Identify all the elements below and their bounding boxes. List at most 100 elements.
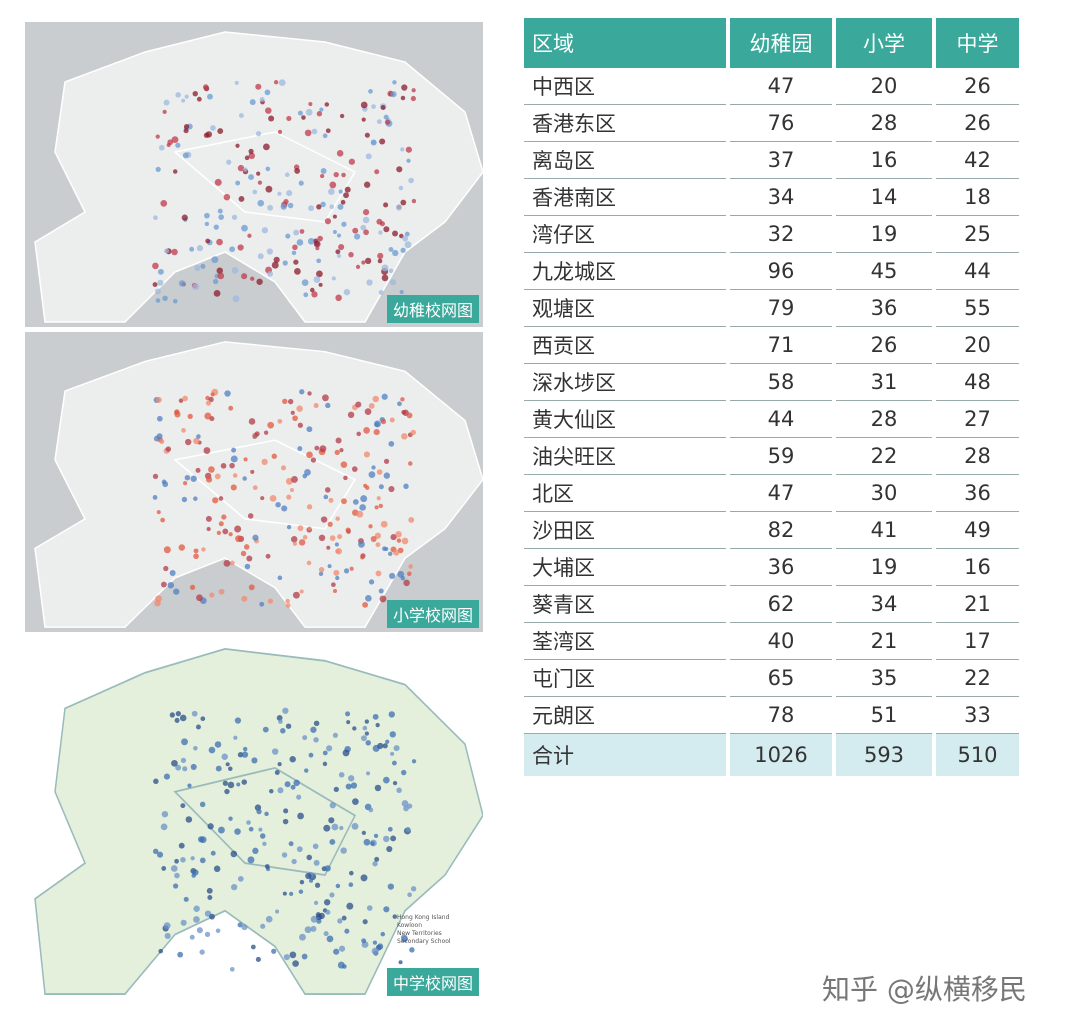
school-dot xyxy=(316,270,323,278)
table-cell: 593 xyxy=(836,734,932,776)
school-dot xyxy=(336,233,342,238)
school-dot xyxy=(180,919,187,926)
school-dot xyxy=(152,495,158,500)
watermark: 知乎 @纵横移民 xyxy=(822,973,1027,1006)
school-dot xyxy=(359,504,367,511)
school-dot xyxy=(372,395,379,403)
school-dot xyxy=(286,115,292,122)
school-dot xyxy=(404,241,412,249)
school-dot xyxy=(348,251,354,258)
table-cell: 21 xyxy=(936,586,1019,623)
table-cell: 51 xyxy=(836,697,932,734)
school-dot xyxy=(347,411,355,419)
table-row: 屯门区 65 35 22 xyxy=(524,660,1019,697)
school-dot xyxy=(207,823,214,830)
school-dot xyxy=(310,726,317,733)
school-dot xyxy=(177,951,184,958)
school-dot xyxy=(257,199,265,207)
map-label: 幼稚校网图 xyxy=(386,295,479,323)
school-dot xyxy=(246,555,253,562)
school-dot xyxy=(184,94,189,99)
school-dot xyxy=(361,260,366,265)
table-row: 葵青区 62 34 21 xyxy=(524,586,1019,623)
school-dot xyxy=(252,534,259,541)
school-dot xyxy=(248,584,255,591)
school-dot xyxy=(284,172,290,178)
school-dot xyxy=(252,847,259,854)
school-dot xyxy=(171,248,178,256)
school-dot xyxy=(216,238,223,246)
school-dot xyxy=(153,215,158,221)
table-row: 九龙城区 96 45 44 xyxy=(524,253,1019,290)
school-dot xyxy=(292,415,298,422)
school-dot xyxy=(267,421,275,429)
school-dot xyxy=(289,487,295,493)
school-dot xyxy=(349,870,354,876)
map: Hong Kong Island Kowloon New Territories Se… xyxy=(25,637,483,1000)
school-dot xyxy=(288,841,294,847)
school-dot xyxy=(348,158,355,165)
school-table: 区域 幼稚园 小学 中学 中西区 47 20 26 香港东区 76 28 26 离岛区 37 16 42 香港… xyxy=(520,18,1023,776)
table-cell: 41 xyxy=(836,512,932,549)
school-dot xyxy=(158,948,163,954)
school-dot xyxy=(342,964,347,969)
school-dot xyxy=(241,273,248,280)
school-dot xyxy=(381,393,388,400)
school-dot xyxy=(247,233,252,238)
school-dot xyxy=(352,227,359,234)
school-dot xyxy=(155,166,161,172)
school-dot xyxy=(383,776,390,784)
school-dot xyxy=(318,282,323,287)
school-dot xyxy=(315,246,320,251)
school-dot xyxy=(152,473,159,480)
school-dot xyxy=(388,268,394,274)
school-dot xyxy=(277,761,282,767)
school-dot xyxy=(392,914,398,919)
table-cell: 26 xyxy=(936,105,1019,142)
table-cell: 26 xyxy=(936,68,1019,105)
school-dot xyxy=(314,445,320,451)
school-dot xyxy=(241,595,248,602)
table-cell: 82 xyxy=(730,512,832,549)
school-dot xyxy=(173,883,179,889)
school-dot xyxy=(264,864,270,869)
school-dot xyxy=(174,409,180,415)
school-dot xyxy=(312,843,319,850)
school-dot xyxy=(181,428,186,433)
school-dot xyxy=(265,166,271,172)
school-dot xyxy=(335,575,340,581)
table-cell: 九龙城区 xyxy=(524,253,726,290)
school-dot xyxy=(374,505,379,510)
school-dot xyxy=(250,276,255,281)
school-dot xyxy=(383,458,390,464)
school-dot xyxy=(185,438,192,446)
school-dot xyxy=(368,471,376,479)
school-dot xyxy=(267,204,274,211)
school-dot xyxy=(248,174,255,181)
school-dot xyxy=(235,535,242,543)
table-cell: 36 xyxy=(730,549,832,586)
school-dot xyxy=(356,510,364,518)
table-cell: 25 xyxy=(936,216,1019,253)
school-dot xyxy=(317,235,323,242)
school-dot xyxy=(163,565,169,572)
school-dot xyxy=(345,711,351,717)
school-dot xyxy=(163,922,171,930)
school-dot xyxy=(206,887,213,894)
school-dot xyxy=(342,749,350,757)
school-dot xyxy=(411,759,417,764)
school-dot xyxy=(289,891,294,896)
school-dot xyxy=(264,89,271,96)
school-dot xyxy=(224,390,231,397)
school-dot xyxy=(178,398,184,403)
table-row: 沙田区 82 41 49 xyxy=(524,512,1019,549)
school-dot xyxy=(190,856,195,861)
school-dot xyxy=(319,107,324,112)
school-dot xyxy=(310,915,318,923)
legend-label: Kowloon xyxy=(397,922,422,929)
school-dot xyxy=(251,757,258,764)
school-dot xyxy=(182,152,189,159)
school-dot xyxy=(230,883,238,891)
table-cell: 76 xyxy=(730,105,832,142)
legend-label: Secondary School xyxy=(397,938,451,945)
